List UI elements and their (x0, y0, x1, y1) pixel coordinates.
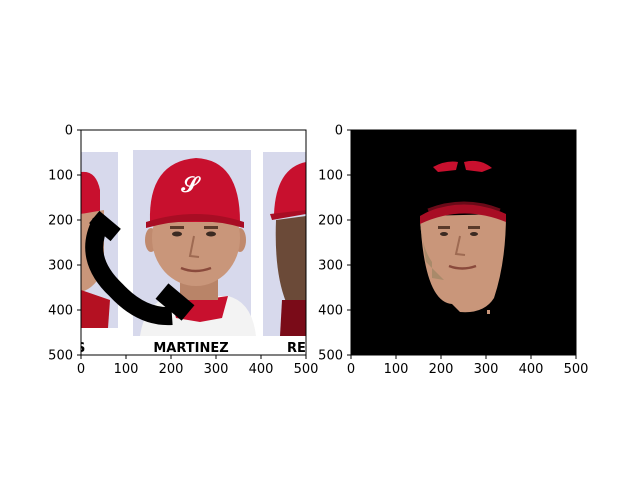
left-y-tick-label: 400 (48, 304, 73, 319)
left-x-tick-label: 400 (249, 362, 274, 377)
right-image (351, 130, 576, 355)
right-partial-player (270, 162, 306, 336)
right-x-tick-label: 500 (564, 362, 589, 377)
mask-cap-top-right (464, 160, 492, 172)
right-x-tick-label: 0 (347, 362, 355, 377)
left-axes-frame (80, 129, 307, 356)
left-x-tick-label: 0 (77, 362, 85, 377)
left-y-tick-label: 200 (48, 214, 73, 229)
right-y-tick-label: 200 (318, 214, 343, 229)
right-y-tick-label: 300 (318, 259, 343, 274)
caption-left-fragment: S (76, 341, 85, 356)
right-x-tick-label: 100 (384, 362, 409, 377)
svg-text:𝒮: 𝒮 (180, 172, 201, 198)
left-x-tick-label: 100 (114, 362, 139, 377)
phone-occluder-shape (85, 210, 195, 326)
left-x-ticks: 0 100 200 300 400 500 (77, 355, 319, 377)
right-axes-frame (350, 129, 577, 356)
mask-cap-top-left (433, 161, 458, 172)
right-y-tick-label: 500 (318, 349, 343, 364)
left-x-tick-label: 200 (159, 362, 184, 377)
right-x-tick-label: 200 (429, 362, 454, 377)
left-y-ticks: 0 100 200 300 400 500 (48, 124, 81, 364)
left-y-tick-label: 300 (48, 259, 73, 274)
masked-face (420, 201, 506, 314)
caption-martinez: MARTINEZ (153, 341, 228, 356)
left-y-tick-label: 100 (48, 169, 73, 184)
right-y-ticks: 0 100 200 300 400 500 (318, 124, 351, 364)
right-panel: 0 100 200 300 400 500 0 100 200 300 400 500 (318, 124, 588, 378)
left-x-tick-label: 300 (204, 362, 229, 377)
right-x-tick-label: 400 (519, 362, 544, 377)
left-image: 𝒮 S MARTINEZ RE (76, 130, 306, 356)
right-y-tick-label: 400 (318, 304, 343, 319)
left-x-tick-label: 500 (294, 362, 319, 377)
left-y-tick-label: 0 (65, 124, 73, 139)
left-panel: 𝒮 S MARTINEZ RE 0 100 200 300 400 500 01 (48, 124, 318, 378)
right-x-ticks: 0 100 200 300 400 500 (347, 355, 589, 377)
left-y-tick-label: 500 (48, 349, 73, 364)
right-y-tick-label: 0 (335, 124, 343, 139)
right-x-tick-label: 300 (474, 362, 499, 377)
right-y-tick-label: 100 (318, 169, 343, 184)
caption-right-fragment: RE (287, 341, 306, 356)
